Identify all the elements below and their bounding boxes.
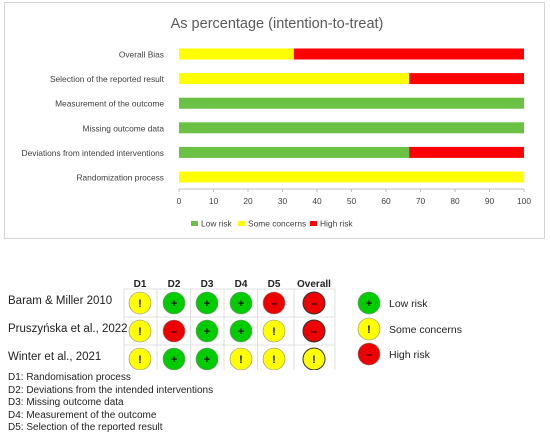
bar-chart-panel: As percentage (intention-to-treat) Overal… [4,2,545,239]
study-label: Pruszyńska et al., 2022 [8,323,128,335]
column-header: D3 [201,279,214,290]
judgement-symbol: ! [138,326,142,338]
legend-symbol: ! [367,324,371,336]
study-label: Winter et al., 2021 [8,351,101,363]
judgement-symbol: + [171,354,177,366]
judgement-symbol: ! [312,354,316,366]
bar-segment [293,48,524,60]
bar-segment [179,122,524,134]
x-tick-label: 30 [278,196,288,206]
legend-label: High risk [320,219,353,229]
judgement-symbol: + [204,354,210,366]
judgement-circle [302,347,326,370]
column-header: D2 [168,279,181,290]
legend-label: Some concerns [248,219,306,229]
x-tick-label: 100 [517,196,531,206]
domain-item: D3: Missing outcome data [8,397,124,409]
grid-border [123,288,336,370]
judgement-symbol: + [238,298,244,310]
column-header: D5 [268,279,281,290]
bar-chart: As percentage (intention-to-treat) Overal… [22,16,532,229]
x-tick-label: 40 [312,196,322,206]
judgement-symbol: – [171,326,177,338]
column-header: D4 [235,279,248,290]
judgement-circle [262,319,286,343]
judgement-symbol: + [171,298,177,310]
judgement-circle [195,347,219,370]
legend-swatch [310,221,317,226]
x-tick-label: 70 [416,196,426,206]
category-label: Measurement of the outcome [55,99,164,109]
x-tick-label: 0 [177,196,182,206]
legend-label: Low risk [389,298,428,310]
chart-title: As percentage (intention-to-treat) [171,16,384,32]
domain-item: D1: Randomisation process [8,372,131,383]
judgement-circle [162,319,186,343]
judgement-symbol: + [204,298,210,310]
legend-swatch [191,221,198,226]
x-tick-label: 50 [347,196,357,206]
judgement-symbol: – [271,298,277,310]
judgement-circle [229,291,253,315]
grid-background [124,289,335,370]
judgement-symbol: – [311,298,317,310]
study-label: Baram & Miller 2010 [8,295,112,307]
judgement-symbol: ! [272,354,276,366]
domain-list: D1: Randomisation process D2: Deviations… [8,372,213,435]
legend-label: High risk [389,349,431,361]
legend-label: Low risk [201,219,233,229]
category-label: Missing outcome data [83,123,165,133]
legend-symbol: + [366,298,372,310]
judgement-symbol: ! [239,354,243,366]
judgement-circle [262,291,286,315]
judgement-circle [229,347,253,370]
category-label: Overall Bias [119,50,164,60]
domain-item: D5: Selection of the reported result [8,422,163,434]
domain-item: D2: Deviations from the intended interve… [8,384,214,396]
x-tick-label: 10 [209,196,219,206]
judgement-symbol: + [238,326,244,338]
legend-label: Some concerns [389,324,462,336]
column-header: D1 [134,279,147,290]
legend-circle [357,291,381,315]
judgement-symbol: – [311,326,317,338]
bar-segment [179,171,524,183]
legend-circle [357,317,381,341]
judgement-circle [195,319,219,343]
domain-item: D4: Measurement of the outcome [8,409,157,421]
judgement-circle [302,291,326,315]
legend-circle [357,342,381,366]
judgement-circle [229,319,253,343]
x-tick-label: 90 [485,196,495,206]
legend-swatch [238,221,245,226]
judgement-circle [162,291,186,315]
bar-segment [179,48,294,60]
bar-segment [179,146,410,158]
judgement-circle [128,319,152,343]
bar-segment [409,73,524,85]
category-label: Randomization process [76,173,164,183]
judgement-circle [162,347,186,370]
column-header: Overall [297,279,331,290]
judgement-symbol: ! [138,354,142,366]
x-tick-label: 20 [243,196,253,206]
judgement-symbol: + [204,326,210,338]
legend-symbol: – [366,349,372,361]
x-tick-label: 60 [381,196,391,206]
judgement-circle [128,291,152,315]
judgement-symbol: ! [138,298,142,310]
bar-segment [409,146,524,158]
traffic-light-plot: D1 D2 D3 D4 D5 Overall Baram & Miller 2010! + + +… [8,279,462,370]
judgement-symbol: ! [272,326,276,338]
category-label: Deviations from intended interventions [22,148,164,158]
category-label: Selection of the reported result [50,74,165,84]
bar-segment [179,97,524,109]
traffic-light-panel: D1 D2 D3 D4 D5 Overall Baram & Miller 2010! + + +… [0,250,550,439]
judgement-circle [302,319,326,343]
bar-segment [179,73,410,85]
judgement-circle [195,291,219,315]
x-tick-label: 80 [450,196,460,206]
judgement-circle [262,347,286,370]
judgement-circle [128,347,152,370]
